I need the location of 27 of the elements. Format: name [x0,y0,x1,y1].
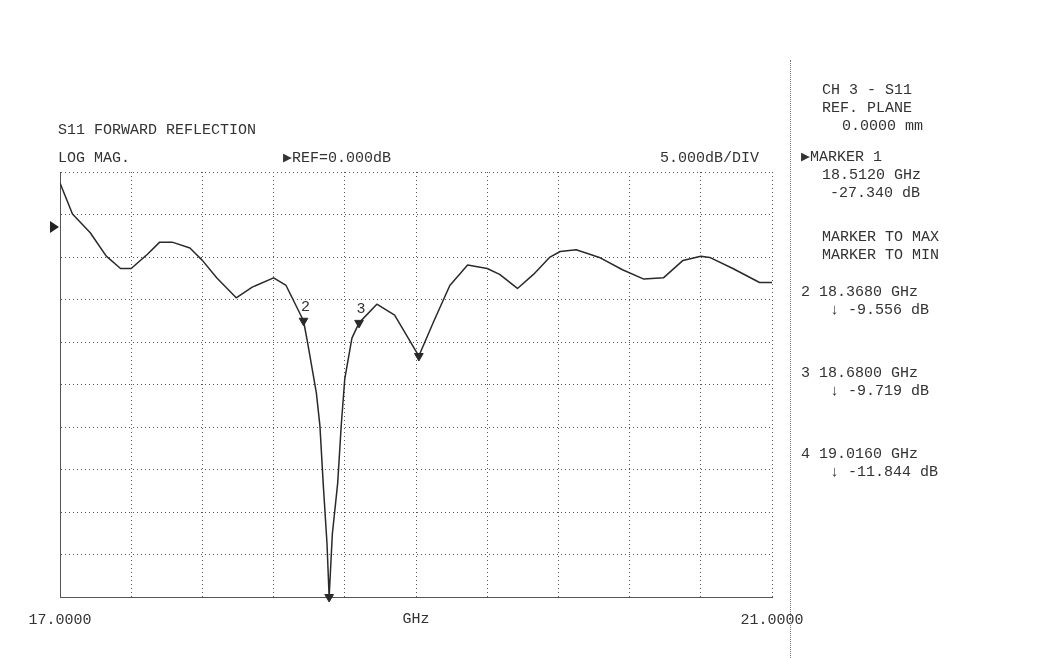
text: 0.0000 mm [842,118,924,136]
point [324,594,334,603]
text: -27.340 dB [830,185,921,203]
text: 4 19.0160 GHz [801,446,919,464]
text: 3 18.6800 GHz [801,365,919,383]
text: CH 3 - S11 [822,82,913,100]
x-axis-title: GHz [402,611,430,629]
point [354,319,364,329]
text: ↓ -9.556 dB [830,302,930,320]
text: LOG MAG. [58,150,131,168]
point [298,317,309,327]
text: 5.000dB/DIV [659,150,759,168]
text: 18.5120 GHz [822,167,922,185]
text: MARKER TO MIN [822,247,940,265]
point [414,353,424,362]
text: MARKER TO MAX [822,229,940,247]
text: ▶REF=0.000dB [283,150,392,168]
text: ↓ -9.719 dB [830,383,930,401]
text: 2 18.3680 GHz [801,284,919,302]
chart-title: S11 FORWARD REFLECTION [58,122,257,140]
x-tick-label: 21.0000 [740,611,804,629]
text: ↓ -11.844 dB [830,464,939,482]
annotation: 3 [356,301,366,319]
text: REF. PLANE [822,100,913,118]
text: ▶MARKER 1 [801,149,883,167]
annotation: 2 [301,299,311,317]
x-tick-label: 17.0000 [28,611,92,629]
